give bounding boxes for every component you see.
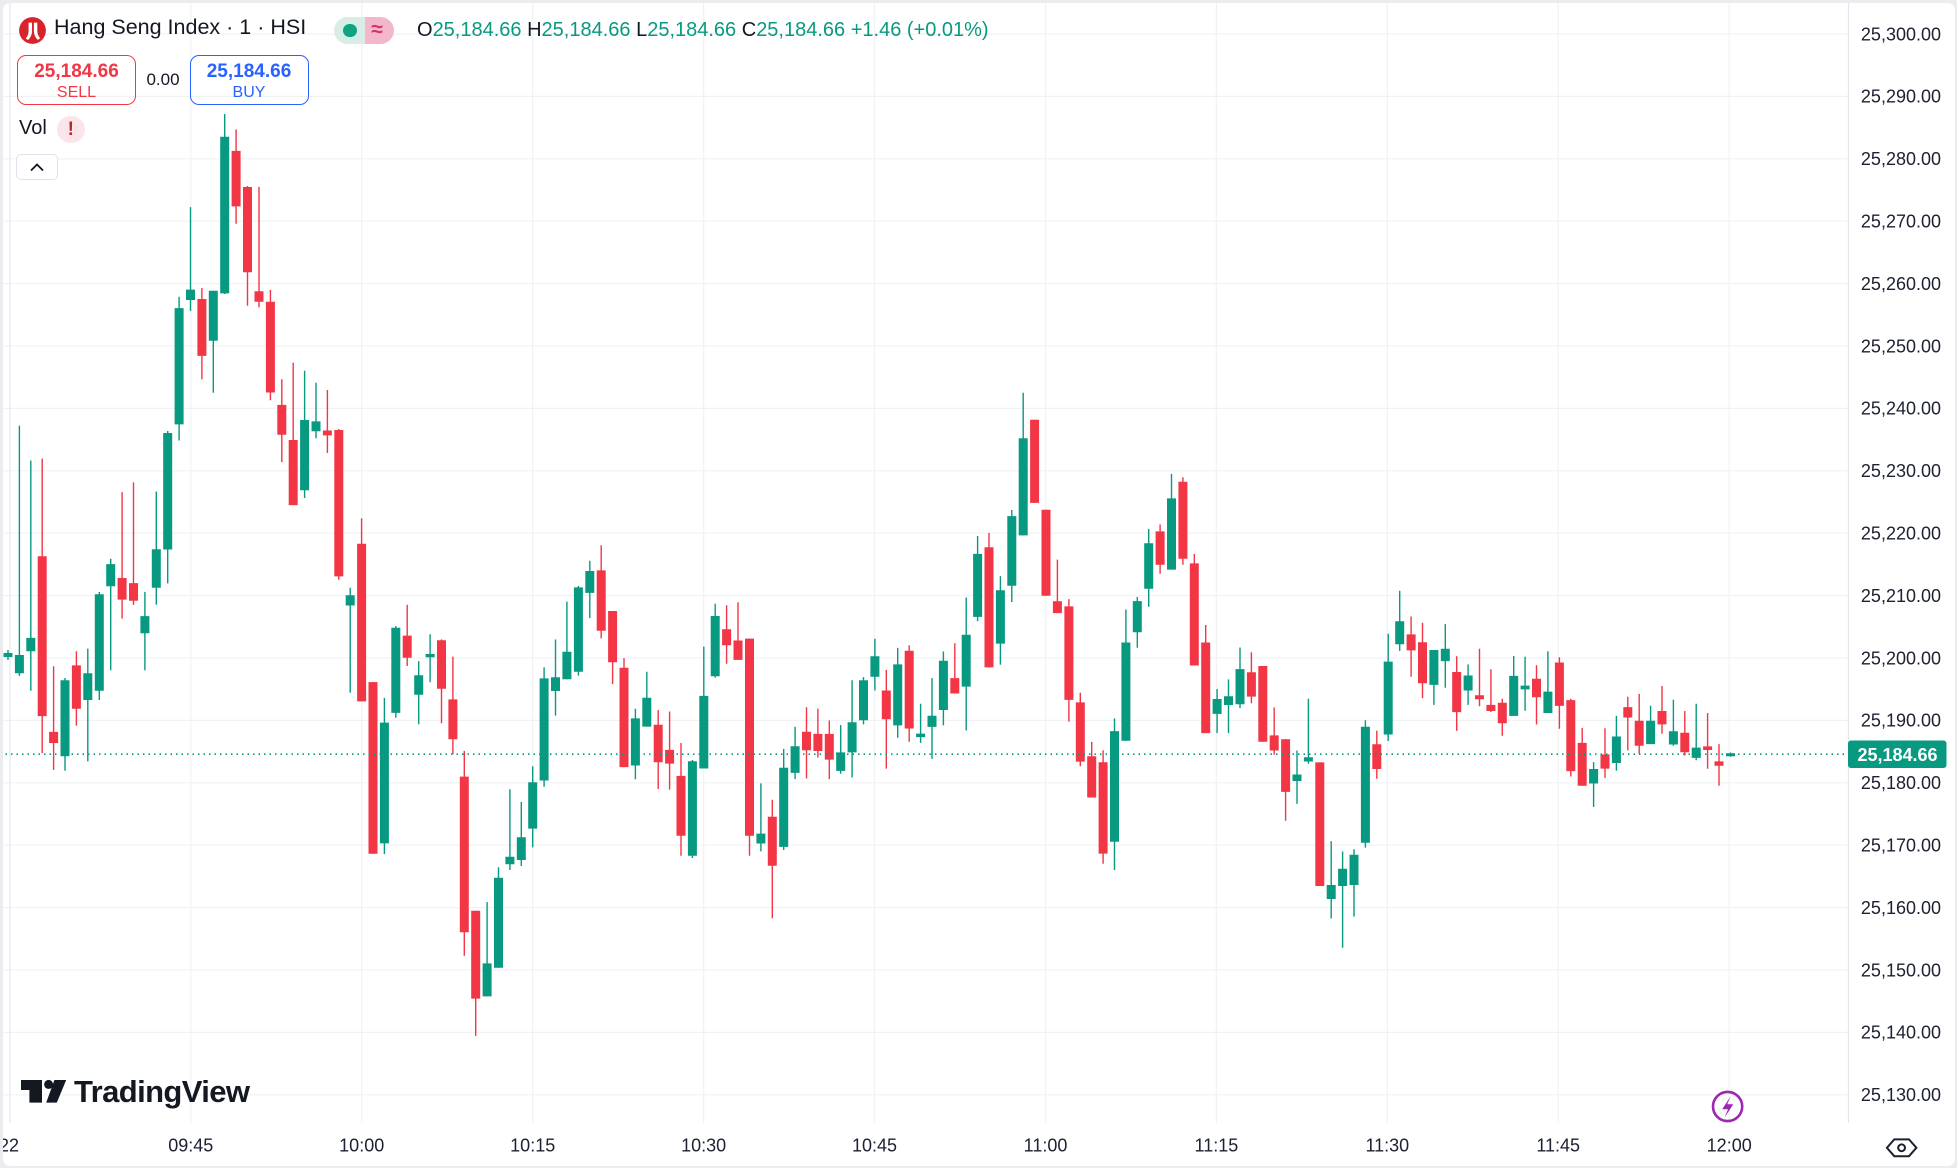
svg-text:25,260.00: 25,260.00 (1861, 274, 1941, 294)
svg-text:25,190.00: 25,190.00 (1861, 711, 1941, 731)
svg-text:25,270.00: 25,270.00 (1861, 212, 1941, 232)
svg-text:25,140.00: 25,140.00 (1861, 1023, 1941, 1043)
svg-text:11:30: 11:30 (1365, 1136, 1409, 1156)
svg-text:11:45: 11:45 (1536, 1136, 1580, 1156)
svg-text:25,150.00: 25,150.00 (1861, 960, 1941, 980)
svg-text:25,210.00: 25,210.00 (1861, 586, 1941, 606)
svg-text:10:15: 10:15 (510, 1136, 555, 1156)
svg-text:10:00: 10:00 (339, 1136, 384, 1156)
svg-text:25,184.66: 25,184.66 (1857, 745, 1937, 765)
svg-text:25,290.00: 25,290.00 (1861, 87, 1941, 107)
svg-text:12:00: 12:00 (1707, 1136, 1752, 1156)
svg-text:25,160.00: 25,160.00 (1861, 898, 1941, 918)
svg-text:25,200.00: 25,200.00 (1861, 648, 1941, 668)
svg-text:TradingView: TradingView (74, 1074, 251, 1109)
svg-text:10:45: 10:45 (852, 1136, 897, 1156)
svg-text:22: 22 (3, 1136, 19, 1156)
svg-text:11:15: 11:15 (1195, 1136, 1239, 1156)
svg-text:10:30: 10:30 (681, 1136, 726, 1156)
svg-text:25,250.00: 25,250.00 (1861, 336, 1941, 356)
svg-text:11:00: 11:00 (1024, 1136, 1068, 1156)
svg-text:25,180.00: 25,180.00 (1861, 773, 1941, 793)
svg-text:25,170.00: 25,170.00 (1861, 836, 1941, 856)
svg-text:25,230.00: 25,230.00 (1861, 461, 1941, 481)
svg-text:25,240.00: 25,240.00 (1861, 399, 1941, 419)
svg-text:25,280.00: 25,280.00 (1861, 149, 1941, 169)
svg-text:25,130.00: 25,130.00 (1861, 1085, 1941, 1105)
svg-text:25,220.00: 25,220.00 (1861, 524, 1941, 544)
svg-text:25,300.00: 25,300.00 (1861, 24, 1941, 44)
svg-text:09:45: 09:45 (168, 1136, 213, 1156)
